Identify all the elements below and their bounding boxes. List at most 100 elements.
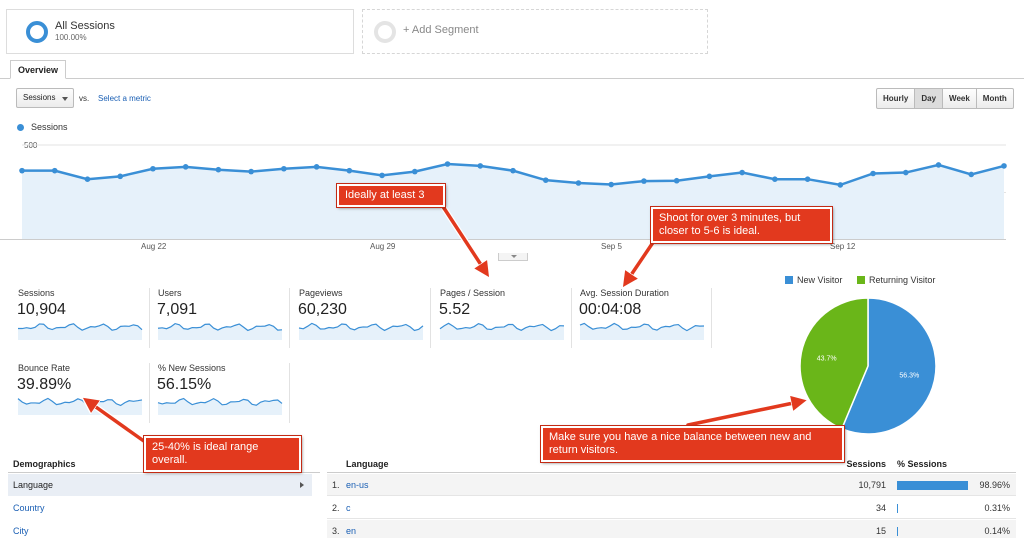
tab-divider xyxy=(0,78,1024,79)
row-sessions: 15 xyxy=(875,526,886,536)
data-point xyxy=(19,167,25,174)
sparkline-line xyxy=(157,322,283,332)
metric-label: Pageviews xyxy=(299,288,343,298)
data-point xyxy=(837,182,844,188)
data-point xyxy=(346,167,353,174)
data-point xyxy=(182,164,189,170)
data-point xyxy=(870,170,876,177)
chart-resize-handle[interactable] xyxy=(498,253,528,261)
data-point xyxy=(706,173,713,180)
column-pct-sessions[interactable]: % Sessions xyxy=(897,459,948,469)
demographics-language[interactable]: Language xyxy=(8,474,312,496)
tab-overview[interactable]: Overview xyxy=(10,60,66,79)
hourly-button[interactable]: Hourly xyxy=(876,88,916,109)
row-language-link[interactable]: en-us xyxy=(346,480,369,490)
metric-avg-session-duration[interactable]: Avg. Session Duration 00:04:08 xyxy=(578,288,712,348)
sessions-chart[interactable] xyxy=(0,138,1024,240)
metric-label: Users xyxy=(158,288,182,298)
empty-segment-icon xyxy=(374,21,396,43)
metric-pages-per-session[interactable]: Pages / Session 5.52 xyxy=(438,288,572,348)
metric-new-sessions[interactable]: % New Sessions 56.15% xyxy=(156,363,290,423)
sparkline xyxy=(298,322,424,340)
sparkline-line xyxy=(157,397,283,406)
sessions-area xyxy=(22,164,1004,240)
pie-label-returning: 43.7% xyxy=(817,356,837,363)
data-point xyxy=(477,163,484,169)
row-sessions: 10,791 xyxy=(858,480,886,490)
data-point xyxy=(117,173,123,180)
metric-select[interactable]: Sessions xyxy=(16,88,74,108)
demographics-city[interactable]: City xyxy=(13,526,29,536)
chevron-right-icon xyxy=(300,482,304,488)
metric-users[interactable]: Users 7,091 xyxy=(156,288,290,348)
sparkline xyxy=(579,322,705,340)
row-share-bar xyxy=(897,527,898,536)
day-button[interactable]: Day xyxy=(915,88,944,109)
month-button[interactable]: Month xyxy=(976,88,1014,109)
sparkline xyxy=(157,322,283,340)
sparkline-line xyxy=(579,322,705,332)
x-label-aug22: Aug 22 xyxy=(141,242,167,251)
sparkline-area xyxy=(18,398,142,415)
data-point xyxy=(313,164,320,170)
table-row: 1. en-us 10,791 98.96% xyxy=(327,474,1016,496)
metric-sessions[interactable]: Sessions 10,904 xyxy=(16,288,150,348)
metric-value: 5.52 xyxy=(439,301,471,318)
segment-percent: 100.00% xyxy=(55,33,87,42)
metric-pageviews[interactable]: Pageviews 60,230 xyxy=(297,288,431,348)
week-button[interactable]: Week xyxy=(943,88,977,109)
data-point xyxy=(935,162,942,168)
callout-duration: Shoot for over 3 minutes, but closer to … xyxy=(650,206,833,244)
metric-value: 00:04:08 xyxy=(579,301,642,318)
sparkline-line xyxy=(439,322,565,332)
x-label-sep5: Sep 5 xyxy=(601,242,622,251)
sparkline xyxy=(17,397,143,415)
visitor-pie-chart[interactable]: 56.3% 43.7% xyxy=(798,296,938,436)
data-point xyxy=(281,165,287,172)
callout-balance: Make sure you have a nice balance betwee… xyxy=(540,425,845,463)
pie-label-new: 56.3% xyxy=(899,372,919,379)
callout-bounce: 25-40% is ideal range overall. xyxy=(143,435,302,473)
data-point xyxy=(84,176,91,182)
sparkline xyxy=(17,323,143,340)
data-point xyxy=(673,177,680,184)
column-sessions[interactable]: Sessions xyxy=(846,459,886,469)
data-point xyxy=(248,168,254,175)
data-point xyxy=(150,165,156,172)
demographics-country[interactable]: Country xyxy=(13,503,45,513)
data-point xyxy=(903,169,909,176)
segment-all-sessions[interactable]: All Sessions 100.00% xyxy=(6,9,354,54)
sparkline-area xyxy=(580,323,704,340)
metric-value: 7,091 xyxy=(157,301,198,318)
add-segment-button[interactable]: + Add Segment xyxy=(362,9,708,54)
vs-label: vs. xyxy=(79,94,90,103)
sparkline-line xyxy=(17,323,143,331)
row-language-link[interactable]: en xyxy=(346,526,357,536)
metric-bounce-rate[interactable]: Bounce Rate 39.89% xyxy=(16,363,150,423)
sparkline-line xyxy=(298,322,424,332)
metric-value: 39.89% xyxy=(17,376,72,393)
data-point xyxy=(804,176,811,182)
data-point xyxy=(968,171,975,178)
row-pct: 98.96% xyxy=(979,480,1010,490)
data-point xyxy=(412,168,418,175)
demographics-item-label: Language xyxy=(13,480,54,490)
sparkline-area xyxy=(299,323,423,340)
metric-label: Bounce Rate xyxy=(18,363,71,373)
data-point xyxy=(739,169,745,176)
arrow-duration xyxy=(625,236,658,284)
demographics-header: Demographics xyxy=(8,456,320,473)
sparkline xyxy=(439,322,565,340)
segment-donut-icon xyxy=(26,21,48,43)
x-label-aug29: Aug 29 xyxy=(370,242,396,251)
column-language: Language xyxy=(346,459,389,469)
data-point xyxy=(641,178,647,184)
metric-value: 60,230 xyxy=(298,301,347,318)
row-language-link[interactable]: c xyxy=(346,503,351,513)
select-metric-link[interactable]: Select a metric xyxy=(98,94,151,103)
table-row: 3. en 15 0.14% xyxy=(327,520,1016,538)
data-point xyxy=(575,180,582,186)
metric-value: 56.15% xyxy=(157,376,212,393)
row-pct: 0.31% xyxy=(984,503,1010,513)
row-sessions: 34 xyxy=(875,503,886,513)
